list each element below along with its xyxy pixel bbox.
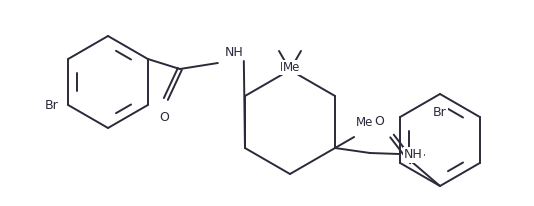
Text: Me: Me [356,116,373,129]
Text: NH: NH [404,149,423,162]
Text: Br: Br [433,106,447,119]
Text: Me: Me [280,61,297,74]
Text: Br: Br [44,98,58,111]
Text: O: O [374,115,384,128]
Text: NH: NH [225,46,244,59]
Text: Me: Me [283,61,300,74]
Text: O: O [159,111,169,124]
